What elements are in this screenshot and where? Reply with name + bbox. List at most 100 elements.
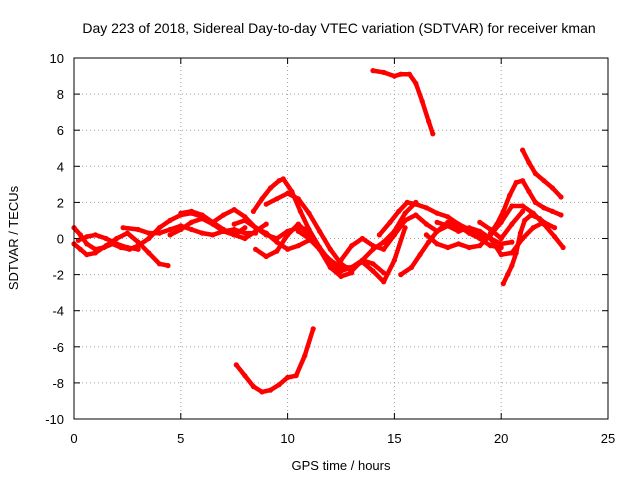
data-point xyxy=(520,203,526,209)
data-point xyxy=(165,263,171,269)
data-point xyxy=(498,252,504,258)
data-point xyxy=(220,212,227,218)
data-point xyxy=(549,208,556,214)
data-point xyxy=(398,71,404,77)
data-point xyxy=(413,201,419,207)
data-point xyxy=(370,243,376,249)
data-point xyxy=(526,160,532,166)
data-point xyxy=(242,230,248,236)
x-tick-label: 0 xyxy=(70,431,77,446)
data-point xyxy=(156,225,162,231)
data-point xyxy=(552,225,558,231)
series-arc-23 xyxy=(233,326,316,395)
series-arc-11 xyxy=(263,190,419,274)
data-point xyxy=(455,228,462,234)
y-tick-label: -10 xyxy=(45,412,64,427)
data-point xyxy=(487,235,494,242)
data-point xyxy=(92,250,98,256)
series-line xyxy=(234,326,316,395)
data-point xyxy=(526,189,532,195)
data-point xyxy=(528,212,534,218)
data-point xyxy=(419,98,425,104)
data-point xyxy=(210,232,216,238)
data-point xyxy=(445,244,451,251)
data-point xyxy=(84,252,90,258)
data-point xyxy=(327,257,333,263)
data-point xyxy=(285,190,291,196)
data-point xyxy=(509,250,515,256)
data-point xyxy=(434,241,440,247)
data-point xyxy=(560,244,566,251)
y-tick-label: 6 xyxy=(57,123,64,138)
data-point xyxy=(167,232,173,238)
data-point xyxy=(532,199,539,205)
series-arc-8 xyxy=(231,217,312,252)
data-point xyxy=(423,232,429,238)
data-point xyxy=(370,261,376,267)
data-point xyxy=(507,192,513,198)
data-point xyxy=(306,235,312,242)
data-point xyxy=(220,226,227,233)
data-point xyxy=(310,326,316,332)
data-point xyxy=(402,225,408,231)
data-point xyxy=(520,147,526,153)
data-point xyxy=(263,253,269,260)
data-point xyxy=(306,210,312,216)
data-point xyxy=(124,230,130,236)
y-tick-label: -8 xyxy=(52,376,64,391)
data-point xyxy=(408,264,415,270)
data-point xyxy=(423,221,429,227)
axis-ticks: 0 5 10 15 20 25 -10 -8 -6 -4 -2 0 2 4 6 8 10 xyxy=(45,51,615,446)
data-point xyxy=(509,203,515,209)
data-point xyxy=(509,263,515,269)
data-point xyxy=(188,219,195,225)
data-point xyxy=(466,244,472,251)
data-point xyxy=(338,273,344,279)
data-point xyxy=(124,244,130,251)
data-point xyxy=(250,383,256,390)
data-point xyxy=(359,259,365,265)
data-point xyxy=(445,223,451,229)
y-tick-label: 8 xyxy=(57,87,64,102)
series-arc-17 xyxy=(434,219,558,258)
data-point xyxy=(520,208,526,214)
data-point xyxy=(402,217,408,223)
data-point xyxy=(231,232,237,238)
data-point xyxy=(253,246,259,252)
data-point xyxy=(263,230,269,236)
data-point xyxy=(295,243,301,249)
data-point xyxy=(317,228,323,234)
x-tick-label: 20 xyxy=(494,431,508,446)
series-arc-20 xyxy=(520,147,564,200)
data-point xyxy=(426,118,432,124)
series-arc-18 xyxy=(487,178,564,236)
data-point xyxy=(541,178,547,184)
data-point xyxy=(402,210,408,216)
data-point xyxy=(404,199,410,205)
data-point xyxy=(295,228,301,234)
data-point xyxy=(274,196,280,202)
data-point xyxy=(445,214,451,220)
data-point xyxy=(295,196,301,202)
data-point xyxy=(120,225,126,231)
series-arc-21 xyxy=(477,208,526,242)
data-point xyxy=(477,243,483,249)
data-point xyxy=(231,221,237,227)
series-arc-3 xyxy=(75,232,141,252)
data-point xyxy=(114,235,120,242)
data-point xyxy=(146,230,152,236)
data-point xyxy=(381,270,387,276)
x-tick-label: 25 xyxy=(601,431,615,446)
data-point xyxy=(146,250,152,256)
data-point xyxy=(426,239,432,245)
data-point xyxy=(505,272,511,278)
data-point xyxy=(242,235,248,242)
data-point xyxy=(455,223,462,229)
y-tick-label: -6 xyxy=(52,340,64,355)
data-point xyxy=(135,239,141,245)
data-point xyxy=(276,178,282,184)
y-tick-label: 10 xyxy=(50,51,64,66)
data-point xyxy=(167,217,173,223)
data-point xyxy=(558,212,564,218)
data-point xyxy=(295,221,301,227)
